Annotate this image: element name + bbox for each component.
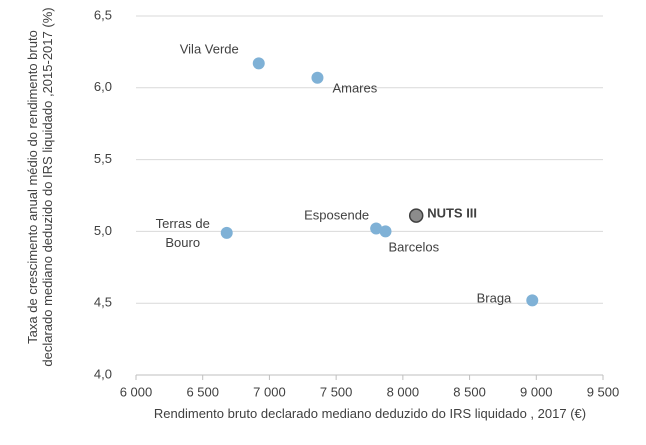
point <box>408 208 424 223</box>
y-tick-label: 6,0 <box>94 79 112 94</box>
x-axis-label: Rendimento bruto declarado mediano deduz… <box>153 406 587 421</box>
point <box>370 222 383 235</box>
point <box>220 226 233 239</box>
point <box>379 225 392 238</box>
x-tick-label: 8 500 <box>453 384 486 399</box>
x-tick-label: 7 000 <box>253 384 286 399</box>
y-tick-label: 6,5 <box>94 7 112 22</box>
x-tick-label: 6 000 <box>120 384 153 399</box>
point <box>526 294 539 307</box>
point-label: Amares <box>332 80 378 96</box>
y-tick-label: 4,0 <box>94 366 112 381</box>
x-tick-label: 6 500 <box>186 384 219 399</box>
point-label: Barcelos <box>388 239 440 255</box>
y-tick-label: 4,5 <box>94 295 112 310</box>
y-tick-label: 5,5 <box>94 151 112 166</box>
y-tick-label: 5,0 <box>94 223 112 238</box>
x-tick-label: 9 000 <box>520 384 553 399</box>
point-label: Braga <box>476 290 512 306</box>
x-tick-label: 7 500 <box>320 384 353 399</box>
x-tick-label: 8 000 <box>387 384 420 399</box>
x-tick-label: 9 500 <box>587 384 620 399</box>
point-label: Vila Verde <box>179 41 239 57</box>
point <box>311 71 324 84</box>
point <box>252 57 265 70</box>
point-label: Esposende <box>304 207 370 223</box>
y-axis-label: Taxa de crescimento anual médio do rendi… <box>25 7 55 367</box>
point-label: Terras de Bouro <box>155 215 210 250</box>
point-label: NUTS III <box>427 205 478 221</box>
